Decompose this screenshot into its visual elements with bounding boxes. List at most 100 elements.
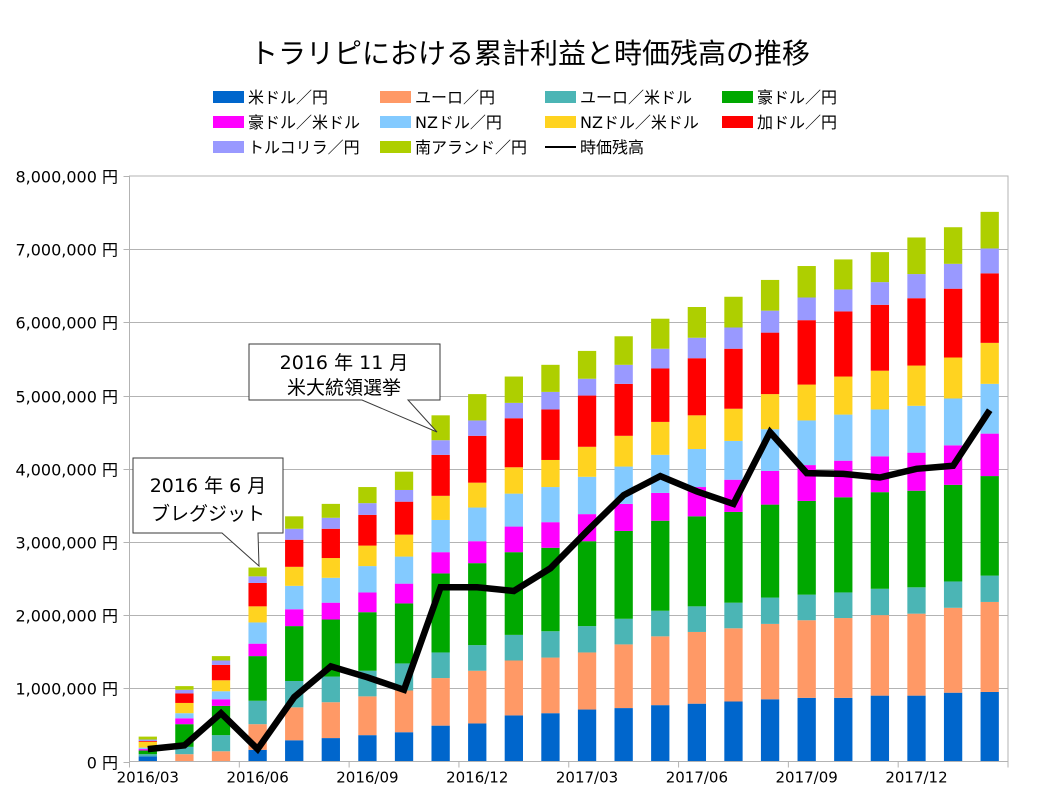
bar-segment <box>834 497 853 593</box>
bar-segment <box>321 517 340 529</box>
legend-swatch <box>380 141 411 153</box>
bar-segment <box>907 587 926 614</box>
bar-segment <box>797 297 816 321</box>
bar-segment <box>687 631 707 704</box>
bar-segment <box>285 585 304 610</box>
bar-segment <box>138 749 157 751</box>
bar-segment <box>614 530 633 619</box>
bar-segment <box>394 489 414 502</box>
legend-label: 南アランド／円 <box>415 138 527 157</box>
legend-label: ユーロ／円 <box>415 88 495 107</box>
bar-stack <box>980 211 999 762</box>
bar-segment <box>980 273 999 343</box>
bar-segment <box>431 725 450 762</box>
market-value-line <box>147 408 993 755</box>
bar-segment <box>834 311 853 377</box>
bar-segment <box>907 613 926 696</box>
bar-stack <box>248 567 267 762</box>
legend-label: NZドル／円 <box>415 113 502 132</box>
bar-segment <box>358 696 377 736</box>
bar-segment <box>980 601 999 692</box>
bar-segment <box>248 749 267 762</box>
bar-segment <box>321 558 340 578</box>
bar-segment <box>285 539 304 567</box>
legend-label: ユーロ／米ドル <box>580 88 692 107</box>
bar-segment <box>248 643 267 657</box>
bar-segment <box>834 376 853 415</box>
bar-segment <box>504 715 523 762</box>
bar-segment <box>687 703 707 762</box>
bar-stack <box>431 415 450 762</box>
bar-segment <box>321 702 340 739</box>
bar-segment <box>211 751 231 762</box>
x-tick-label: 2017/06 <box>666 769 728 787</box>
bar-segment <box>980 476 999 576</box>
bar-segment <box>541 522 560 548</box>
bar-segment <box>724 628 743 702</box>
bar-stack <box>175 686 194 762</box>
bar-segment <box>651 421 670 455</box>
bar-segment <box>175 746 194 755</box>
bar-segment <box>468 507 487 542</box>
bar-segment <box>907 405 926 453</box>
bar-segment <box>870 695 890 762</box>
bar-segment <box>394 471 414 490</box>
callout-us-election-date: 2016 年 11 月 <box>280 352 409 374</box>
bar-segment <box>980 342 999 384</box>
bar-segment <box>651 636 670 706</box>
bar-segment <box>211 735 231 752</box>
bar-segment <box>468 563 487 646</box>
bar-stack <box>468 394 487 762</box>
bar-segment <box>907 490 926 588</box>
bar-segment <box>138 756 157 762</box>
bar-segment <box>138 739 157 742</box>
bar-segment <box>797 266 816 298</box>
bar-segment <box>943 692 963 762</box>
bar-segment <box>468 420 487 436</box>
bar-segment <box>687 358 707 416</box>
bar-segment <box>394 556 414 584</box>
bar-segment <box>541 364 560 392</box>
bar-segment <box>394 603 414 664</box>
legend-label: 加ドル／円 <box>757 113 837 132</box>
y-tick-label: 2,000,000 円 <box>15 607 118 626</box>
bar-segment <box>358 503 377 515</box>
legend-label: 豪ドル／米ドル <box>248 113 360 132</box>
bar-segment <box>834 697 853 762</box>
bar-stack <box>651 318 670 762</box>
bar-segment <box>285 707 304 741</box>
bar-segment <box>834 259 853 290</box>
bar-segment <box>211 680 231 692</box>
bar-segment <box>321 577 340 603</box>
bar-segment <box>577 395 597 447</box>
legend-label: トルコリラ／円 <box>248 138 360 157</box>
bar-segment <box>211 656 231 661</box>
bar-stack <box>907 237 926 762</box>
bar-stack <box>394 471 414 762</box>
bar-segment <box>614 435 633 467</box>
bar-segment <box>541 713 560 762</box>
bar-segment <box>504 418 523 468</box>
legend-label: NZドル／米ドル <box>580 113 699 132</box>
bar-segment <box>577 378 597 396</box>
bar-segment <box>614 336 633 365</box>
y-tick-label: 8,000,000 円 <box>15 168 118 187</box>
legend-item: 豪ドル／円 <box>722 88 837 107</box>
bar-segment <box>797 384 816 421</box>
bar-segment <box>614 618 633 645</box>
bar-segment <box>468 541 487 564</box>
bar-segment <box>760 470 780 505</box>
y-tick-label: 4,000,000 円 <box>15 461 118 480</box>
bar-segment <box>724 296 743 328</box>
bar-segment <box>285 626 304 681</box>
bar-segment <box>724 602 743 629</box>
bar-segment <box>577 626 597 653</box>
bar-segment <box>797 420 816 466</box>
legend-item: 豪ドル／米ドル <box>213 113 360 132</box>
bar-stack <box>285 516 304 762</box>
line-series <box>147 408 993 755</box>
bar-segment <box>431 415 450 441</box>
bar-segment <box>321 503 340 518</box>
legend-swatch <box>380 116 411 128</box>
